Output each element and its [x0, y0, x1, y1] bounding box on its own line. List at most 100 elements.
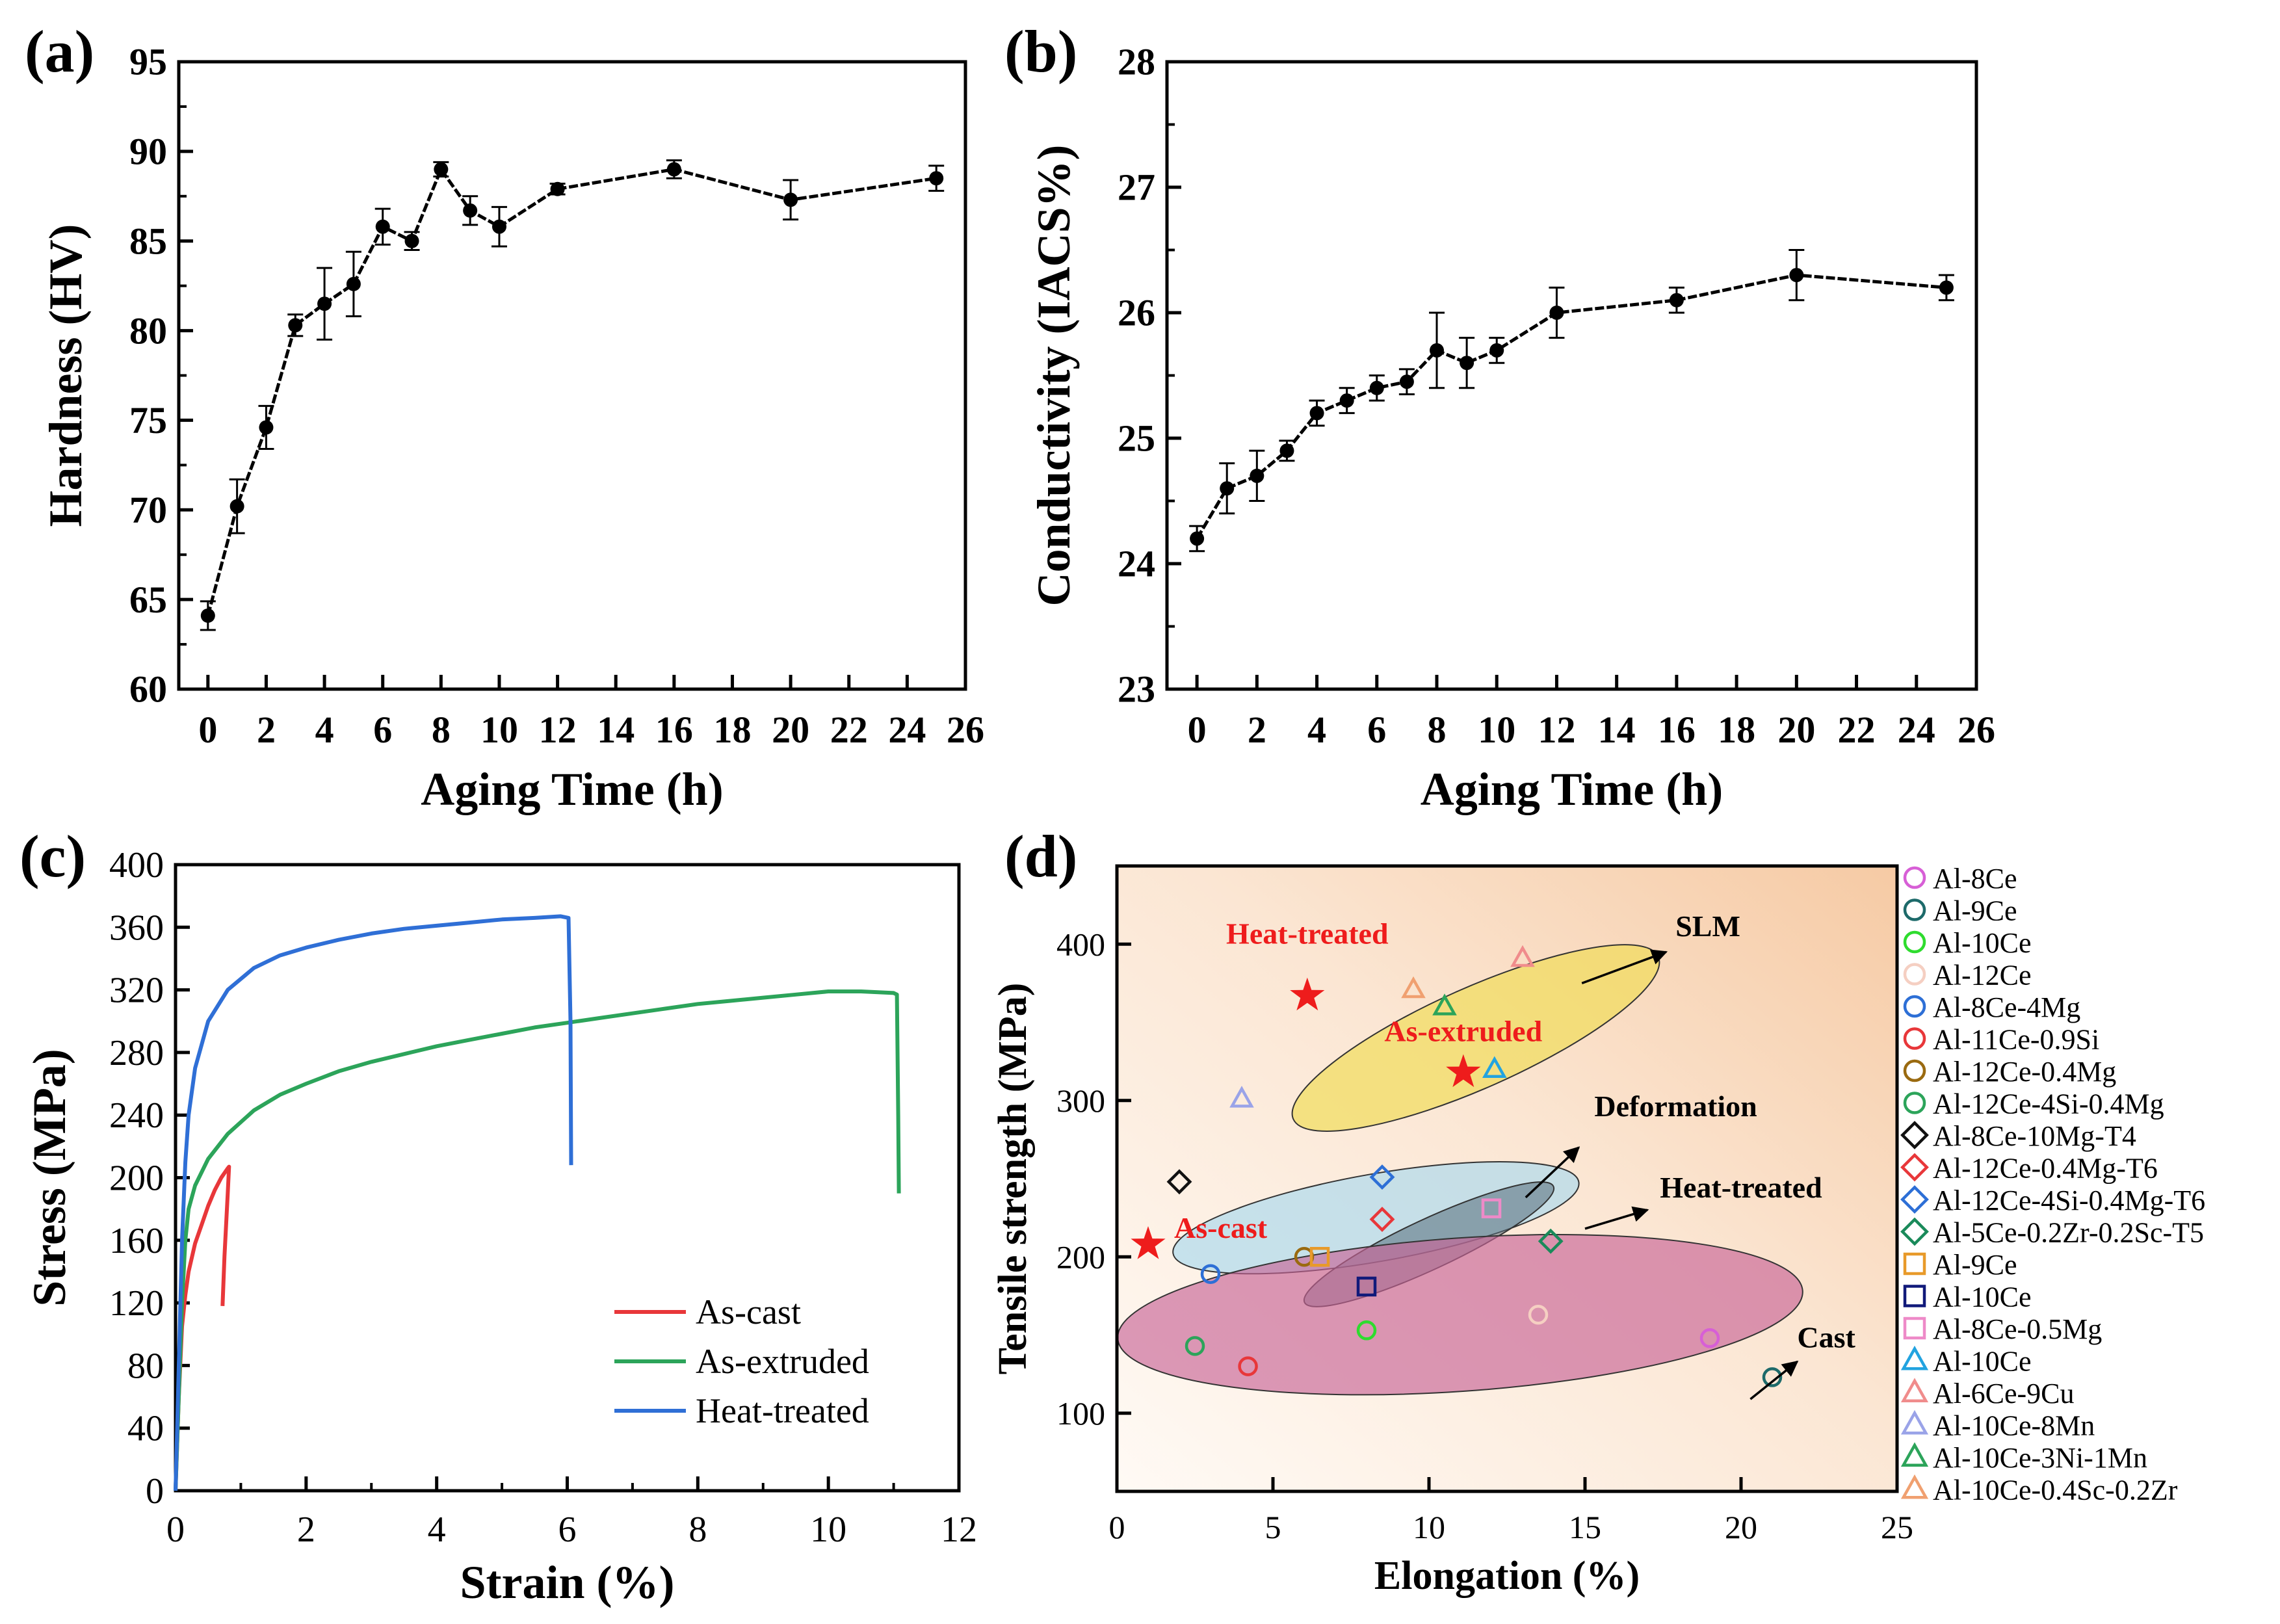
- y-tick-label: 360: [109, 908, 164, 948]
- data-point: [666, 162, 681, 177]
- legend-label: Al-12Ce: [1933, 960, 2032, 991]
- x-tick-label: 14: [1598, 709, 1636, 751]
- x-axis-label: Strain (%): [460, 1556, 675, 1608]
- x-tick-label: 15: [1569, 1509, 1601, 1545]
- data-point: [1669, 293, 1684, 308]
- x-tick-label: 10: [1478, 709, 1515, 751]
- legend-marker: [1903, 1092, 1926, 1114]
- data-marker-triangle: [1510, 945, 1535, 967]
- data-point: [317, 296, 332, 311]
- legend-marker: [1900, 1185, 1929, 1214]
- x-tick-label: 22: [1838, 709, 1876, 751]
- legend-label: Al-9Ce: [1933, 895, 2017, 927]
- plot-frame-b: [1165, 60, 1978, 691]
- x-tick-label: 8: [1428, 709, 1447, 751]
- data-point: [1939, 280, 1954, 295]
- x-tick-label: 16: [655, 709, 693, 751]
- data-marker-triangle: [1401, 976, 1426, 999]
- y-tick-label: 90: [129, 131, 167, 173]
- region-arrow: [1581, 949, 1668, 985]
- legend-label: Al-10Ce: [1933, 1281, 2032, 1313]
- legend-label: Al-10Ce: [1933, 1346, 2032, 1378]
- x-tick-label: 12: [941, 1510, 977, 1550]
- data-marker-circle: [1356, 1320, 1377, 1341]
- legend-marker: [1903, 1316, 1926, 1340]
- data-marker-circle: [1762, 1367, 1783, 1387]
- y-tick-label: 40: [127, 1409, 164, 1449]
- data-marker-square: [1309, 1247, 1330, 1267]
- y-tick-label: 400: [109, 845, 164, 885]
- legend-marker: [1903, 930, 1926, 954]
- x-axis-label: Aging Time (h): [421, 763, 723, 815]
- y-tick-label: 200: [1056, 1238, 1105, 1275]
- data-marker-triangle: [1229, 1086, 1254, 1108]
- legend-label: Al-10Ce-3Ni-1Mn: [1933, 1442, 2147, 1474]
- data-point: [259, 420, 274, 435]
- tensile-elongation-chart: Heat-treated As-extruded As-cast SLM Deforma…: [991, 823, 2205, 1598]
- data-point: [404, 233, 419, 248]
- y-tick-label: 80: [127, 1346, 164, 1386]
- data-point: [375, 219, 390, 234]
- data-point: [200, 608, 215, 623]
- series-line: [174, 989, 901, 1491]
- y-tick-label: 24: [1118, 543, 1155, 585]
- x-tick-label: 25: [1881, 1509, 1913, 1545]
- legend-marker: [1900, 1153, 1929, 1182]
- data-point: [783, 192, 798, 207]
- y-tick-label: 85: [129, 220, 167, 262]
- y-tick-label: 26: [1118, 292, 1155, 334]
- conductivity-chart: 0 2 4 6 8 10 12 14 16 18 20 22 24 26232425262728Aging…: [1004, 18, 1995, 815]
- data-point: [288, 318, 303, 333]
- x-tick-label: 24: [888, 709, 926, 751]
- y-tick-label: 0: [146, 1471, 164, 1512]
- star-label: As-cast: [1174, 1211, 1268, 1244]
- x-tick-label: 5: [1265, 1509, 1281, 1545]
- data-point: [1549, 306, 1564, 320]
- y-tick-label: 27: [1118, 166, 1155, 209]
- y-axis-label: Conductivity (IACS%): [1028, 144, 1080, 606]
- x-tick-label: 8: [688, 1510, 707, 1550]
- y-tick-label: 160: [109, 1221, 164, 1261]
- panel-label-c: (c): [20, 823, 86, 889]
- region-label: Deformation: [1594, 1090, 1757, 1123]
- legend-label: As-extruded: [696, 1342, 869, 1381]
- legend-label: Al-8Ce: [1933, 863, 2017, 895]
- data-point: [1309, 406, 1324, 421]
- legend-marker: [1900, 1345, 1929, 1370]
- data-point: [229, 499, 244, 514]
- x-tick-label: 26: [1958, 709, 1995, 751]
- x-tick-label: 2: [297, 1510, 315, 1550]
- region-label: Heat-treated: [1660, 1171, 1822, 1204]
- x-tick-label: 18: [1718, 709, 1755, 751]
- legend-label: Al-10Ce: [1933, 927, 2032, 959]
- data-marker-triangle: [1432, 993, 1457, 1015]
- legend-marker: [1903, 1027, 1926, 1050]
- y-tick-label: 100: [1056, 1395, 1105, 1432]
- data-marker-square: [1356, 1276, 1377, 1297]
- star-label: Heat-treated: [1226, 917, 1389, 950]
- legend-marker: [1900, 1442, 1929, 1467]
- legend-marker: [1903, 898, 1926, 921]
- legend-label: Al-12Ce-4Si-0.4Mg: [1933, 1088, 2164, 1120]
- data-point: [550, 181, 565, 196]
- x-tick-label: 0: [1188, 709, 1207, 751]
- legend-marker: [1903, 995, 1926, 1018]
- data-marker-circle: [1528, 1304, 1549, 1325]
- data-point: [1220, 481, 1235, 496]
- x-tick-label: 4: [428, 1510, 446, 1550]
- legend-label: Heat-treated: [696, 1391, 869, 1430]
- hardness-chart: 0 2 4 6 8 10 12 14 16 18 20 22 24 266065707580859095A…: [25, 18, 984, 815]
- x-tick-label: 0: [166, 1510, 185, 1550]
- y-tick-label: 70: [129, 489, 167, 531]
- data-point: [929, 171, 944, 186]
- y-tick-label: 400: [1056, 926, 1105, 962]
- x-tick-label: 26: [947, 709, 984, 751]
- y-tick-label: 23: [1118, 668, 1155, 711]
- data-point: [1250, 468, 1264, 483]
- legend-marker: [1903, 1252, 1926, 1276]
- legend-marker: [1900, 1378, 1929, 1402]
- star-marker: [1290, 977, 1325, 1011]
- legend-marker: [1903, 963, 1926, 986]
- data-point: [346, 276, 361, 291]
- x-tick-label: 20: [1777, 709, 1815, 751]
